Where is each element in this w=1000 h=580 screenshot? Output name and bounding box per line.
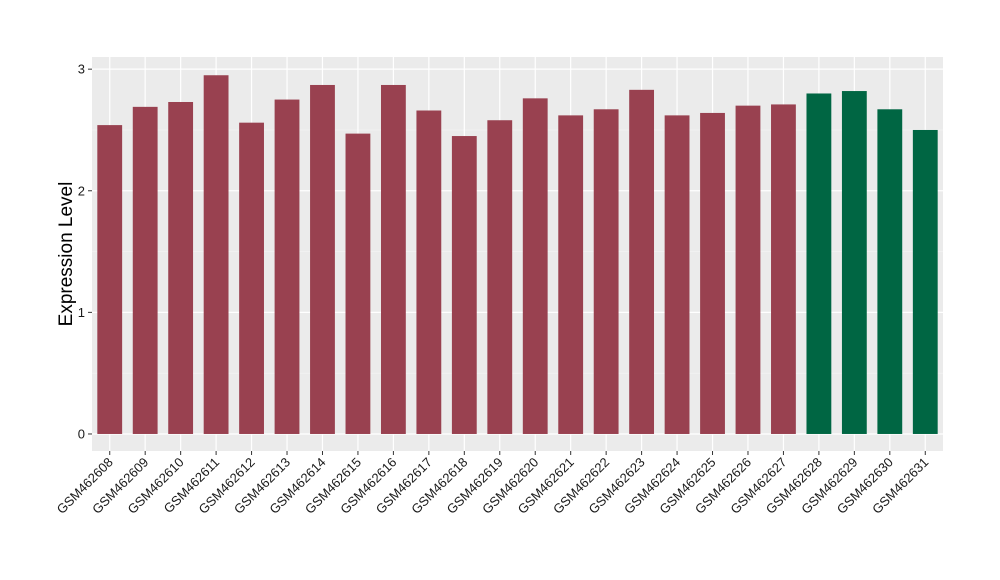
y-tick-label: 1 bbox=[78, 305, 85, 320]
bar-GSM462631 bbox=[912, 129, 938, 434]
bar-GSM462612 bbox=[239, 122, 264, 434]
bars bbox=[97, 75, 938, 434]
bar-GSM462618 bbox=[451, 136, 477, 434]
bar-GSM462620 bbox=[522, 98, 548, 434]
bar-GSM462609 bbox=[132, 106, 158, 434]
y-axis-title: Expression Level bbox=[56, 182, 77, 327]
bar-GSM462615 bbox=[345, 133, 371, 434]
bar-GSM462613 bbox=[274, 99, 300, 434]
bar-GSM462626 bbox=[735, 105, 761, 434]
bar-GSM462611 bbox=[203, 75, 229, 434]
bar-GSM462630 bbox=[877, 109, 903, 434]
bar-GSM462628 bbox=[806, 93, 832, 434]
bar-GSM462614 bbox=[310, 84, 335, 434]
bar-GSM462629 bbox=[841, 91, 867, 434]
bar-GSM462608 bbox=[97, 125, 123, 434]
bar-GSM462616 bbox=[380, 84, 406, 434]
bar-GSM462617 bbox=[416, 110, 442, 434]
y-tick-label: 0 bbox=[78, 426, 85, 441]
bar-GSM462624 bbox=[664, 115, 690, 434]
bar-GSM462622 bbox=[593, 109, 619, 434]
bar-GSM462610 bbox=[168, 101, 194, 434]
bar-GSM462621 bbox=[558, 115, 584, 434]
y-tick-label: 2 bbox=[78, 183, 85, 198]
y-tick-label: 3 bbox=[78, 62, 85, 77]
x-axis: GSM462608GSM462609GSM462610GSM462611GSM4… bbox=[54, 451, 931, 517]
bar-GSM462625 bbox=[700, 112, 725, 434]
bar-GSM462627 bbox=[771, 104, 796, 434]
y-axis: 0 1 2 3 bbox=[78, 62, 92, 441]
bar-GSM462623 bbox=[629, 89, 655, 434]
plot-panel bbox=[92, 57, 943, 451]
bar-GSM462619 bbox=[487, 120, 513, 434]
